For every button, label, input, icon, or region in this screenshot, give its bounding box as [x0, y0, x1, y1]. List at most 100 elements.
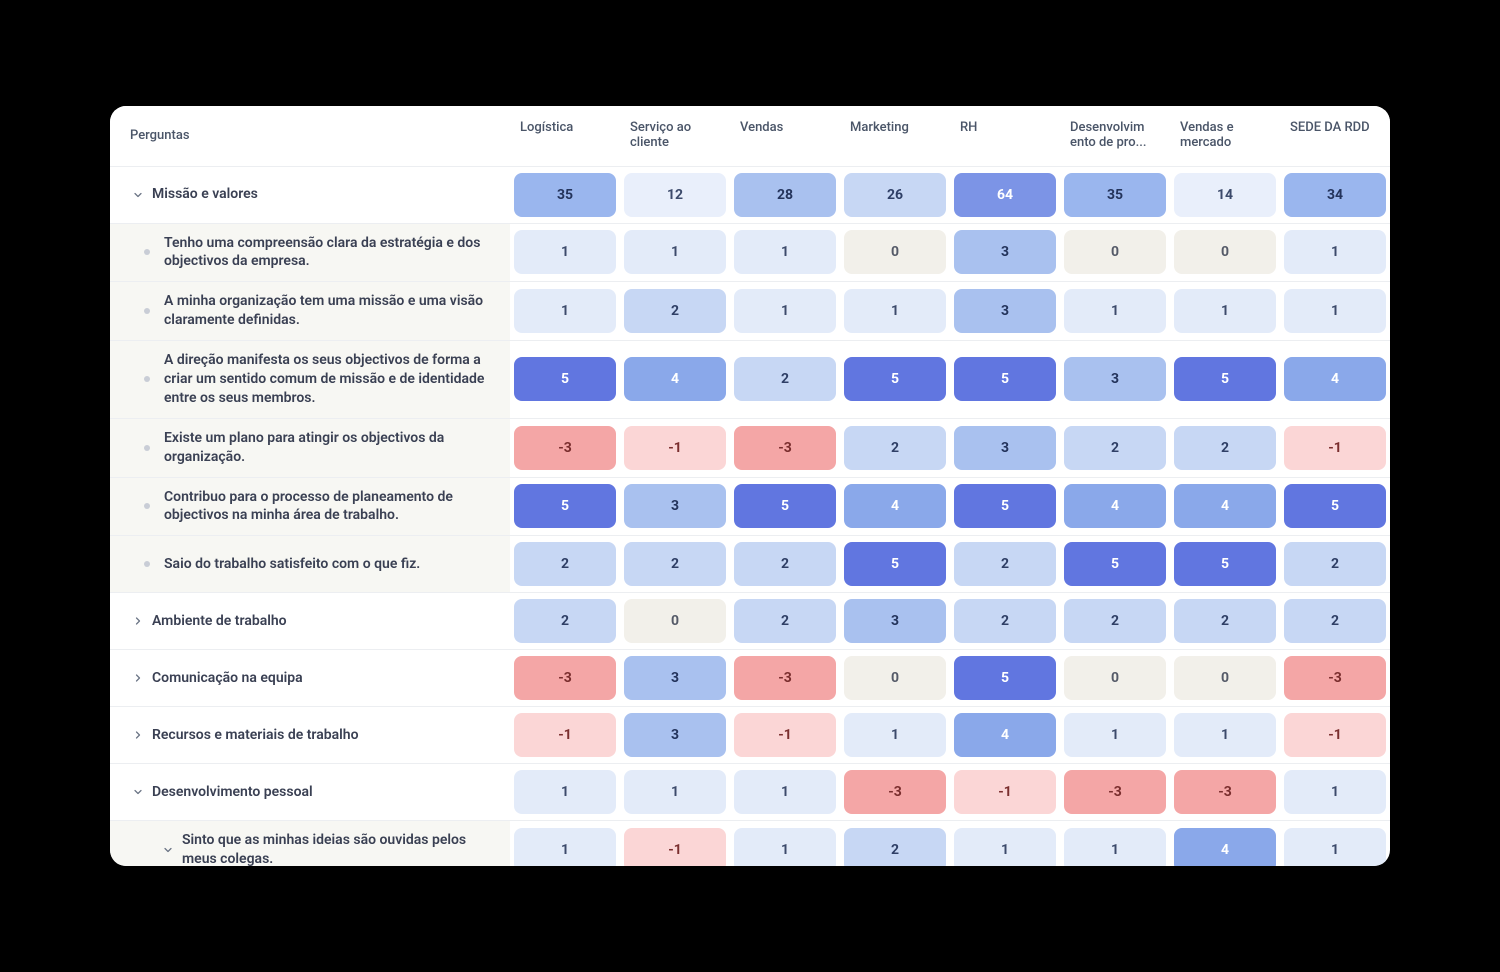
- heatmap-cell[interactable]: 2: [954, 542, 1056, 586]
- heatmap-cell[interactable]: -3: [734, 656, 836, 700]
- heatmap-cell[interactable]: 2: [734, 599, 836, 643]
- category-label[interactable]: Recursos e materiais de trabalho: [152, 726, 359, 745]
- heatmap-cell[interactable]: 64: [954, 173, 1056, 217]
- heatmap-cell[interactable]: 5: [954, 484, 1056, 528]
- heatmap-cell[interactable]: 5: [734, 484, 836, 528]
- heatmap-cell[interactable]: 3: [844, 599, 946, 643]
- chevron-right-icon[interactable]: [130, 613, 146, 629]
- header-col[interactable]: Marketing: [840, 106, 950, 166]
- heatmap-cell[interactable]: -1: [954, 770, 1056, 814]
- header-col[interactable]: Desenvolvim ento de pro...: [1060, 106, 1170, 166]
- heatmap-cell[interactable]: 5: [844, 542, 946, 586]
- heatmap-cell[interactable]: 5: [954, 656, 1056, 700]
- heatmap-cell[interactable]: 1: [954, 828, 1056, 866]
- heatmap-cell[interactable]: 0: [844, 656, 946, 700]
- heatmap-cell[interactable]: 3: [954, 289, 1056, 333]
- heatmap-cell[interactable]: -1: [1284, 713, 1386, 757]
- heatmap-cell[interactable]: 0: [624, 599, 726, 643]
- heatmap-cell[interactable]: 1: [1064, 713, 1166, 757]
- heatmap-cell[interactable]: 1: [1284, 828, 1386, 866]
- heatmap-cell[interactable]: 14: [1174, 173, 1276, 217]
- heatmap-cell[interactable]: 1: [844, 289, 946, 333]
- heatmap-cell[interactable]: 5: [514, 484, 616, 528]
- heatmap-cell[interactable]: -3: [1284, 656, 1386, 700]
- heatmap-cell[interactable]: 2: [1174, 599, 1276, 643]
- heatmap-cell[interactable]: 2: [1064, 599, 1166, 643]
- chevron-right-icon[interactable]: [130, 670, 146, 686]
- heatmap-cell[interactable]: 5: [1284, 484, 1386, 528]
- chevron-right-icon[interactable]: [130, 727, 146, 743]
- heatmap-cell[interactable]: 1: [1174, 289, 1276, 333]
- heatmap-cell[interactable]: 4: [1284, 357, 1386, 401]
- heatmap-cell[interactable]: 1: [1284, 289, 1386, 333]
- heatmap-cell[interactable]: 2: [954, 599, 1056, 643]
- heatmap-cell[interactable]: 3: [954, 230, 1056, 274]
- heatmap-cell[interactable]: 1: [734, 828, 836, 866]
- heatmap-cell[interactable]: 1: [1064, 828, 1166, 866]
- heatmap-cell[interactable]: 4: [844, 484, 946, 528]
- heatmap-cell[interactable]: 2: [844, 426, 946, 470]
- heatmap-cell[interactable]: 2: [734, 357, 836, 401]
- heatmap-cell[interactable]: 0: [1064, 656, 1166, 700]
- heatmap-cell[interactable]: 5: [844, 357, 946, 401]
- heatmap-cell[interactable]: 3: [954, 426, 1056, 470]
- chevron-down-icon[interactable]: [130, 784, 146, 800]
- heatmap-cell[interactable]: 28: [734, 173, 836, 217]
- heatmap-cell[interactable]: 34: [1284, 173, 1386, 217]
- heatmap-cell[interactable]: 4: [1174, 484, 1276, 528]
- heatmap-cell[interactable]: 3: [1064, 357, 1166, 401]
- heatmap-cell[interactable]: 35: [514, 173, 616, 217]
- heatmap-cell[interactable]: 5: [1174, 542, 1276, 586]
- heatmap-cell[interactable]: 1: [734, 230, 836, 274]
- heatmap-cell[interactable]: -3: [514, 656, 616, 700]
- heatmap-cell[interactable]: 1: [734, 289, 836, 333]
- heatmap-cell[interactable]: 3: [624, 484, 726, 528]
- heatmap-cell[interactable]: 2: [624, 542, 726, 586]
- heatmap-cell[interactable]: 1: [514, 828, 616, 866]
- header-col[interactable]: Logística: [510, 106, 620, 166]
- heatmap-cell[interactable]: 12: [624, 173, 726, 217]
- header-col[interactable]: SEDE DA RDD: [1280, 106, 1390, 166]
- heatmap-cell[interactable]: 0: [1174, 230, 1276, 274]
- category-label[interactable]: Ambiente de trabalho: [152, 612, 287, 631]
- heatmap-cell[interactable]: 2: [514, 542, 616, 586]
- heatmap-cell[interactable]: 1: [1284, 230, 1386, 274]
- heatmap-cell[interactable]: 5: [954, 357, 1056, 401]
- heatmap-cell[interactable]: 2: [1284, 542, 1386, 586]
- heatmap-cell[interactable]: -1: [624, 828, 726, 866]
- heatmap-cell[interactable]: 1: [734, 770, 836, 814]
- heatmap-cell[interactable]: 5: [514, 357, 616, 401]
- heatmap-cell[interactable]: 2: [1064, 426, 1166, 470]
- header-col[interactable]: RH: [950, 106, 1060, 166]
- heatmap-cell[interactable]: -3: [1174, 770, 1276, 814]
- heatmap-cell[interactable]: 2: [844, 828, 946, 866]
- heatmap-cell[interactable]: -1: [734, 713, 836, 757]
- heatmap-cell[interactable]: 1: [1174, 713, 1276, 757]
- category-label[interactable]: Missão e valores: [152, 185, 258, 204]
- heatmap-cell[interactable]: 1: [514, 770, 616, 814]
- heatmap-cell[interactable]: 1: [844, 713, 946, 757]
- heatmap-cell[interactable]: -1: [624, 426, 726, 470]
- header-col[interactable]: Vendas e mercado: [1170, 106, 1280, 166]
- chevron-down-icon[interactable]: [160, 842, 176, 858]
- heatmap-cell[interactable]: 1: [624, 230, 726, 274]
- heatmap-cell[interactable]: 2: [1174, 426, 1276, 470]
- category-label[interactable]: Comunicação na equipa: [152, 669, 303, 688]
- heatmap-cell[interactable]: -1: [514, 713, 616, 757]
- heatmap-cell[interactable]: -3: [734, 426, 836, 470]
- heatmap-cell[interactable]: 4: [954, 713, 1056, 757]
- heatmap-cell[interactable]: 1: [624, 770, 726, 814]
- heatmap-cell[interactable]: 2: [734, 542, 836, 586]
- heatmap-cell[interactable]: 35: [1064, 173, 1166, 217]
- heatmap-cell[interactable]: -3: [1064, 770, 1166, 814]
- heatmap-cell[interactable]: 26: [844, 173, 946, 217]
- heatmap-cell[interactable]: -3: [514, 426, 616, 470]
- heatmap-cell[interactable]: 1: [1064, 289, 1166, 333]
- heatmap-cell[interactable]: -1: [1284, 426, 1386, 470]
- heatmap-cell[interactable]: 5: [1064, 542, 1166, 586]
- header-col[interactable]: Serviço ao cliente: [620, 106, 730, 166]
- heatmap-cell[interactable]: 2: [1284, 599, 1386, 643]
- heatmap-cell[interactable]: 4: [624, 357, 726, 401]
- heatmap-cell[interactable]: 5: [1174, 357, 1276, 401]
- heatmap-cell[interactable]: 2: [624, 289, 726, 333]
